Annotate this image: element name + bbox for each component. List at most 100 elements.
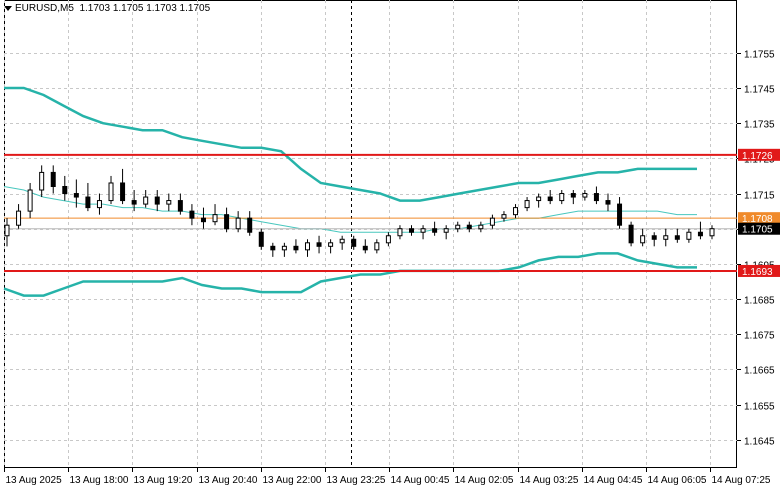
candle-body [108, 182, 114, 202]
x-tick-label: 13 Aug 19:20 [134, 475, 193, 486]
candle-body [258, 231, 264, 247]
candle-body [489, 217, 495, 226]
x-tick-label: 13 Aug 18:00 [70, 475, 129, 486]
candle-body [212, 214, 218, 223]
candle-body [362, 245, 368, 251]
candle-body [593, 193, 599, 202]
y-tick-label: 1.1715 [744, 191, 775, 202]
candle-body [154, 196, 160, 205]
x-tick-label: 13 Aug 20:40 [199, 475, 258, 486]
candle-body [281, 245, 287, 251]
candle-body [39, 171, 45, 191]
candle-body [235, 217, 241, 230]
lower-bollinger-band [3, 252, 697, 297]
upper-bollinger-band [4, 86, 697, 202]
x-tick-label: 14 Aug 07:25 [712, 475, 771, 486]
candle-body [385, 235, 391, 244]
y-tick-label: 1.1645 [744, 437, 775, 448]
candle-body [374, 242, 380, 251]
dropdown-arrow-icon[interactable] [4, 5, 12, 11]
y-tick-label: 1.1665 [744, 366, 775, 377]
candle-body [177, 200, 183, 212]
current-price-label: 1.1705 [742, 225, 773, 236]
candle-body [316, 242, 322, 247]
candle-body [640, 235, 646, 244]
candle-body [570, 193, 576, 198]
candle-body [4, 224, 10, 237]
candle-body [605, 200, 611, 205]
candle-body [582, 193, 588, 198]
plot-border [4, 0, 737, 468]
candle-body [432, 228, 438, 233]
ohlc-values: 1.1703 1.1705 1.1703 1.1705 [79, 3, 211, 14]
orange-level-badge [738, 212, 780, 225]
y-tick-label: 1.1675 [744, 331, 775, 342]
x-tick-label: 13 Aug 22:00 [263, 475, 322, 486]
y-tick-label: 1.1685 [744, 296, 775, 307]
candle-body [397, 228, 403, 237]
orange-level-label: 1.1708 [742, 214, 773, 225]
candle-body [409, 228, 415, 233]
candle-body [663, 235, 669, 240]
candle-body [293, 245, 299, 251]
candle-body [443, 228, 449, 233]
x-tick-label: 13 Aug 2025 [6, 475, 63, 486]
candle-body [547, 196, 553, 202]
candle-body [351, 238, 357, 247]
candle-body [247, 217, 253, 233]
x-tick-label: 14 Aug 06:05 [648, 475, 707, 486]
level-price-label: 1.1726 [742, 151, 773, 162]
candle-body [166, 200, 172, 205]
x-tick-label: 14 Aug 04:45 [584, 475, 643, 486]
candle-body [697, 231, 703, 237]
candle-body [200, 217, 206, 223]
candle-body [559, 193, 565, 202]
candle-body [120, 182, 126, 202]
level-price-label: 1.1693 [742, 267, 773, 278]
y-tick-label: 1.1735 [744, 120, 775, 131]
candle-body [651, 235, 657, 240]
candle-body [224, 214, 230, 230]
x-tick-label: 14 Aug 00:45 [391, 475, 450, 486]
candle-body [686, 231, 692, 240]
candle-body [339, 238, 345, 244]
candle-body [709, 228, 715, 237]
y-tick-label: 1.1745 [744, 85, 775, 96]
candle-body [143, 196, 149, 205]
chart-header: EURUSD,M5 1.1703 1.1705 1.1703 1.1705 [4, 3, 210, 14]
level-price-badge [738, 148, 780, 161]
candle-body [524, 200, 530, 209]
candle-body [270, 245, 276, 251]
candle-body [50, 171, 56, 187]
x-tick-label: 13 Aug 23:25 [327, 475, 386, 486]
candle-body [73, 193, 79, 198]
candle-body [62, 185, 68, 195]
middle-bollinger-band [3, 186, 697, 233]
current-price-badge [738, 222, 780, 235]
candle-body [513, 207, 519, 216]
y-tick-label: 1.1655 [744, 402, 775, 413]
candle-body [536, 196, 542, 202]
candle-body [304, 242, 310, 251]
candle-body [617, 203, 623, 226]
candle-body [420, 228, 426, 233]
candle-body [85, 196, 91, 209]
level-price-badge [738, 264, 780, 277]
symbol-label: EURUSD,M5 [15, 3, 74, 14]
candle-body [466, 224, 472, 230]
candle-body [674, 235, 680, 240]
candle-body [455, 224, 461, 230]
candle-body [478, 224, 484, 230]
candle-body [628, 224, 634, 244]
candle-body [16, 210, 22, 226]
x-tick-label: 14 Aug 03:25 [520, 475, 579, 486]
candle-body [501, 214, 507, 219]
candle-body [189, 210, 195, 219]
candle-body [328, 242, 334, 247]
y-tick-label: 1.1755 [744, 50, 775, 61]
x-tick-label: 14 Aug 02:05 [455, 475, 514, 486]
candle-body [96, 200, 102, 209]
candle-body [131, 200, 137, 205]
